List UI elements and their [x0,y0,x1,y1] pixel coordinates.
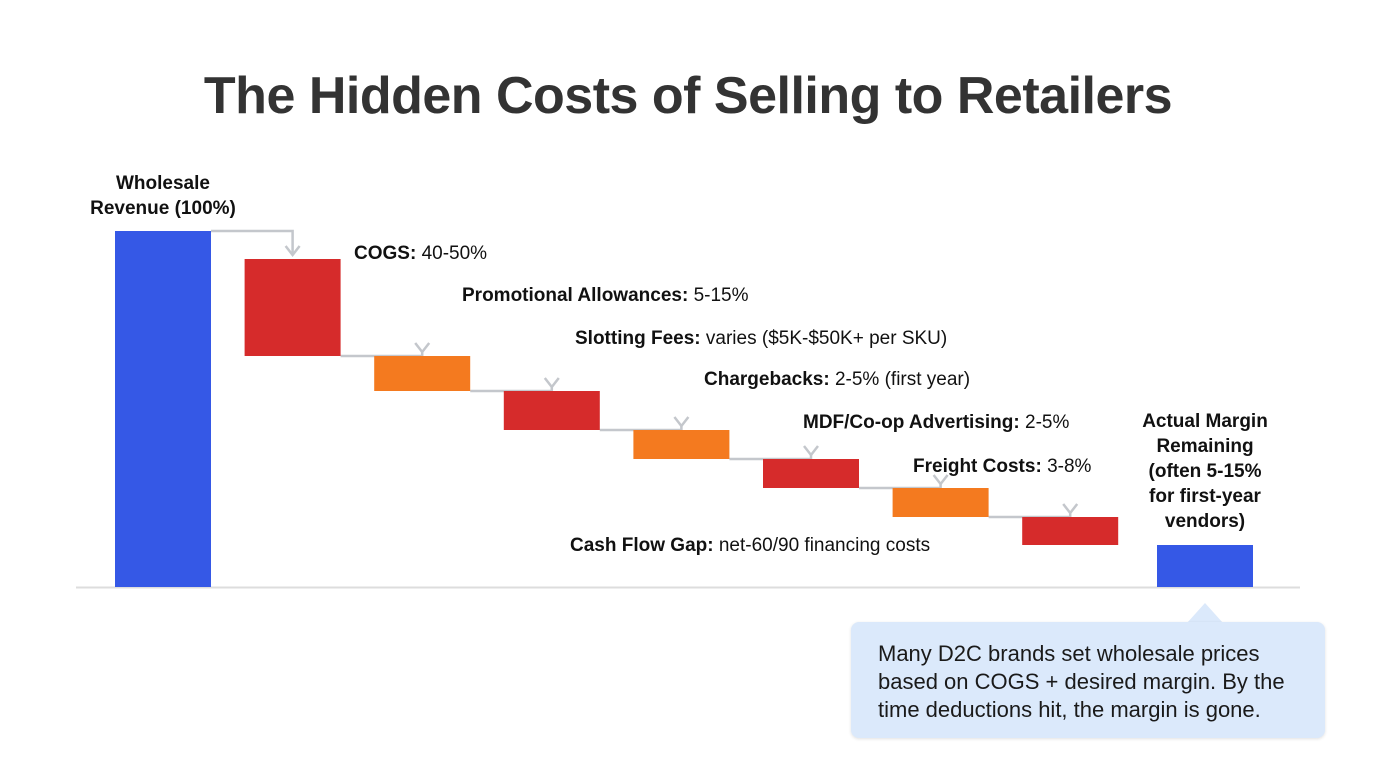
bar-step-4 [633,430,730,459]
label-promotional: Promotional Allowances: 5-15% [462,285,748,307]
label-slotting-name: Slotting Fees: [575,328,701,349]
label-chargebacks-value: 2-5% (first year) [834,369,971,390]
label-cogs-value: 40-50% [421,243,488,264]
callout-box: Many D2C brands set wholesale prices bas… [851,622,1325,738]
arrowhead-icon [1062,503,1079,516]
callout-text: Many D2C brands set wholesale prices bas… [878,641,1285,722]
bar-step-7 [1022,517,1119,545]
arrowhead-icon [543,377,560,390]
label-actual-margin-line: Remaining [1156,436,1254,457]
bar-step-5 [763,459,859,488]
bar-step-2 [374,356,471,391]
label-chargebacks-name: Chargebacks: [704,369,830,390]
arrowhead-icon [932,474,949,487]
label-actual-margin-line: Actual Margin [1142,411,1268,432]
label-wholesale-line2: Revenue (100%) [90,198,236,219]
bar-actual-margin [1157,545,1253,587]
label-cogs-name: COGS: [354,243,417,264]
label-actual-margin-line: vendors) [1164,511,1246,532]
callout-pointer [1187,603,1223,623]
arrowhead-icon [414,342,431,355]
bar-wholesale-revenue [115,231,211,587]
connector-arrow [340,352,424,358]
arrowhead-icon [673,416,690,429]
label-cogs: COGS: 40-50% [354,243,487,265]
label-wholesale: Wholesale Revenue (100%) [63,171,263,221]
label-chargebacks: Chargebacks: 2-5% (first year) [704,369,970,391]
label-mdf: MDF/Co-op Advertising: 2-5% [803,412,1069,434]
label-cashflow-value: net-60/90 financing costs [718,535,931,556]
label-freight: Freight Costs: 3-8% [913,456,1091,478]
label-promotional-name: Promotional Allowances: [462,285,689,306]
bar-step-3 [503,391,600,430]
label-slotting-value: varies ($5K-$50K+ per SKU) [705,328,948,349]
arrowhead-icon [803,445,819,458]
connector-arrow [599,426,683,432]
connector-arrow [859,484,942,490]
connector-arrow [470,387,554,393]
bar-step-6 [892,488,989,517]
arrowhead-icon [284,245,301,258]
label-actual-margin-line: for first-year [1149,486,1261,507]
label-slotting: Slotting Fees: varies ($5K-$50K+ per SKU… [575,328,947,350]
connector-arrow [211,229,294,255]
label-freight-value: 3-8% [1047,456,1092,477]
connector-arrow [729,455,813,461]
connector-arrow [988,513,1072,519]
bar-step-1 [244,259,341,356]
label-cashflow-name: Cash Flow Gap: [570,535,714,556]
label-actual-margin-line: (often 5-15% [1148,461,1262,482]
label-wholesale-line1: Wholesale [116,173,210,194]
chart-title: The Hidden Costs of Selling to Retailers [203,67,1173,125]
label-mdf-value: 2-5% [1025,412,1070,433]
label-freight-name: Freight Costs: [913,456,1042,477]
label-actual-margin: Actual Margin Remaining (often 5-15% for… [1105,409,1305,534]
label-mdf-name: MDF/Co-op Advertising: [803,412,1020,433]
label-cashflow: Cash Flow Gap: net-60/90 financing costs [570,535,930,557]
label-promotional-value: 5-15% [693,285,749,306]
